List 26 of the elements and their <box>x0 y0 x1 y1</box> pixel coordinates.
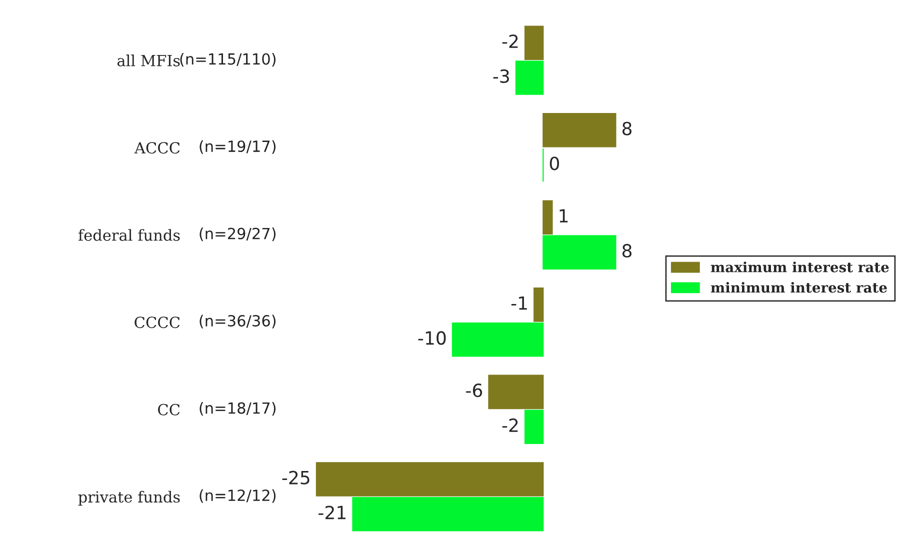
legend-label: minimum interest rate <box>710 282 887 293</box>
y-tick-label: CCCC <box>134 316 180 328</box>
data-label: 0 <box>550 156 559 170</box>
y-tick-label: federal funds <box>78 229 180 241</box>
data-label: -2 <box>502 418 518 432</box>
y-tick-label: private funds <box>78 490 180 506</box>
data-label: -25 <box>282 470 310 484</box>
data-label: -6 <box>466 384 482 398</box>
text: (n=115/110) <box>180 52 276 67</box>
data-label: 1 <box>560 209 568 222</box>
data-label: -1 <box>511 296 527 310</box>
y-tick-label: CC <box>158 404 180 416</box>
text: (n=18/17) <box>200 402 276 416</box>
data-label: 8 <box>622 122 632 136</box>
legend-label: maximum interest rate <box>710 262 889 272</box>
data-label: -21 <box>318 506 346 520</box>
y-tick-label: ACCC <box>134 142 180 154</box>
data-label: -10 <box>418 331 446 345</box>
data-label: -3 <box>493 69 509 84</box>
data-label: -2 <box>502 34 518 48</box>
text: (n=36/36) <box>200 314 276 328</box>
text: (n=19/17) <box>200 140 276 154</box>
text: (n=12/12) <box>200 489 276 503</box>
y-tick-label: all MFIs <box>117 54 180 66</box>
data-label: 8 <box>622 244 632 258</box>
text: (n=29/27) <box>200 227 276 242</box>
